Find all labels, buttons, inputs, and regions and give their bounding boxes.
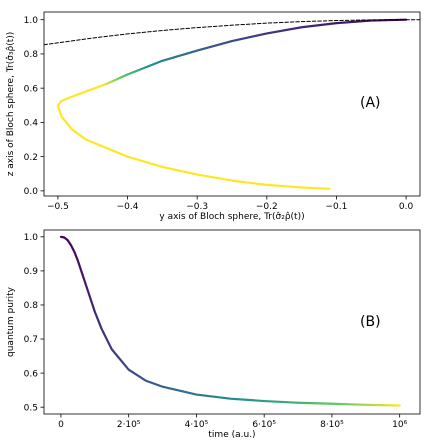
panel-A-x-tick-label-1: −0.5 bbox=[47, 202, 69, 212]
panel-B-x-tick-label-3: 4·10⁵ bbox=[185, 420, 209, 430]
panel-A-axes-frame bbox=[43, 11, 421, 197]
panel-B-y-tick-label-6: 1.0 bbox=[24, 233, 39, 243]
panel-B-series-1-line bbox=[59, 235, 401, 407]
panel-A-x-tick-label-4: −0.2 bbox=[256, 202, 278, 212]
panel-A: −0.5 −0.4 −0.3 −0.2 −0.1 0.0 0.0 0.2 0.4 0.6 0.8 1.… bbox=[5, 11, 421, 222]
panel-B-x-tick-label-4: 6·10⁵ bbox=[252, 420, 276, 430]
panel-A-series-2-line bbox=[44, 19, 420, 46]
panel-A-y-tick-label-2: 0.2 bbox=[24, 153, 38, 163]
panel-A-y-tick-label-4: 0.6 bbox=[24, 84, 39, 94]
panel-B-y-axis-label: quantum purity bbox=[6, 286, 16, 357]
panel-A-x-tick-label-6: 0.0 bbox=[399, 202, 414, 212]
panel-B-y-tick-label-1: 0.5 bbox=[24, 403, 38, 413]
panel-A-x-axis-label: y axis of Bloch sphere, Tr(σ̂₂ρ̂(t)) bbox=[159, 211, 304, 222]
panel-B-label: (B) bbox=[360, 314, 381, 330]
panel-B-x-tick-label-1: 0 bbox=[58, 420, 64, 430]
panel-A-y-axis-label: z axis of Bloch sphere, Tr(σ̂₃ρ̂(t)) bbox=[5, 32, 16, 177]
panel-A-label: (A) bbox=[360, 95, 381, 111]
panel-B-y-tick-label-2: 0.6 bbox=[24, 369, 39, 379]
panel-B-axes-frame bbox=[43, 229, 421, 415]
panel-A-y-tick-label-6: 1.0 bbox=[24, 16, 39, 26]
panel-B-x-tick-label-2: 2·10⁵ bbox=[117, 420, 141, 430]
panel-B-y-tick-label-5: 0.9 bbox=[24, 267, 39, 277]
panel-A-x-tick-label-2: −0.4 bbox=[117, 202, 139, 212]
panel-A-y-tick-label-5: 0.8 bbox=[24, 50, 39, 60]
panel-A-x-tick-label-5: −0.1 bbox=[326, 202, 348, 212]
panel-B-y-tick-label-4: 0.8 bbox=[24, 301, 39, 311]
panel-B-x-axis-label: time (a.u.) bbox=[208, 430, 255, 440]
panel-A-y-tick-label-1: 0.0 bbox=[24, 187, 39, 197]
panel-A-y-tick-label-3: 0.4 bbox=[24, 119, 39, 129]
panel-A-series-1-line bbox=[56, 18, 408, 190]
panel-B-y-tick-label-3: 0.7 bbox=[24, 335, 38, 345]
panel-B-x-tick-label-5: 8·10⁵ bbox=[320, 420, 344, 430]
panel-B: 0 2·10⁵ 4·10⁵ 6·10⁵ 8·10⁵ 10⁶ 0.5 0.6 0.7 0.8 0.9 1… bbox=[6, 229, 421, 440]
panel-A-x-tick-label-3: −0.3 bbox=[186, 202, 208, 212]
panel-B-x-tick-label-6: 10⁶ bbox=[392, 420, 407, 430]
